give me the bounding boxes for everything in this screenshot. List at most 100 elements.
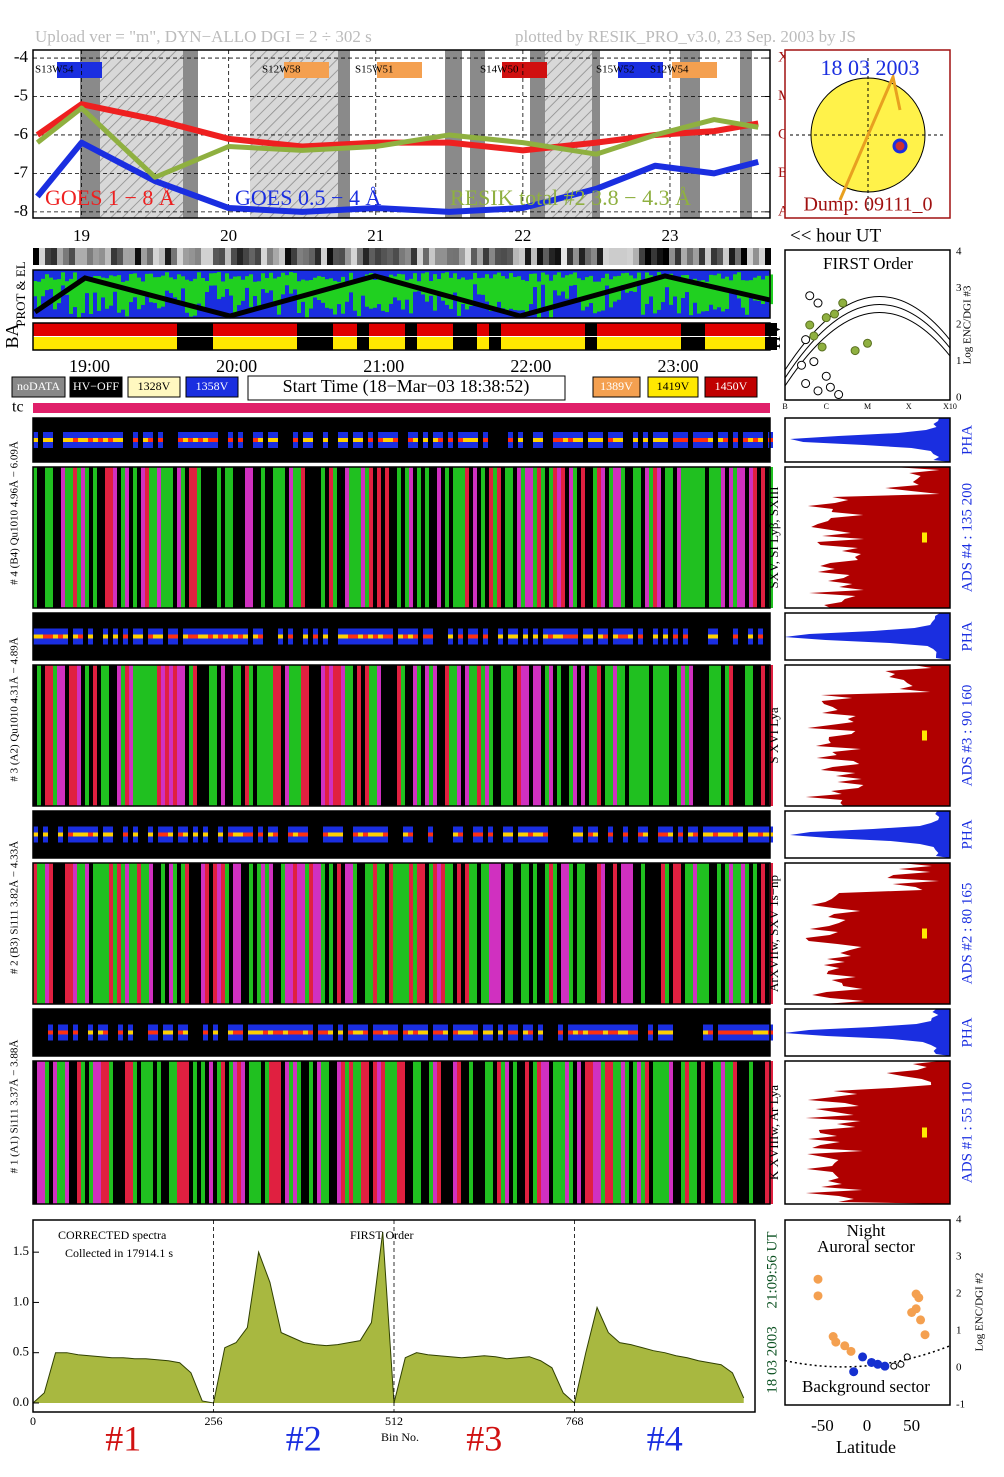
- prot-noise: [81, 281, 85, 313]
- spectrogram-column: [669, 467, 673, 608]
- spectrogram-column: [549, 863, 553, 1004]
- pha-band: [273, 438, 278, 442]
- spectrogram-column: [661, 665, 665, 806]
- spectrogram-column: [749, 863, 753, 1004]
- pha-band: [573, 832, 578, 837]
- spectrogram-column: [713, 1061, 717, 1204]
- ba-strip: [417, 323, 429, 336]
- spectrogram-column: [121, 665, 125, 806]
- spectrogram-column: [609, 1061, 613, 1204]
- spectrogram-column: [505, 1061, 509, 1204]
- ba-strip: [501, 323, 513, 336]
- ba-strip: [585, 337, 597, 350]
- spectrogram-column: [737, 863, 741, 1004]
- spectrogram-column: [41, 467, 45, 608]
- spectrogram-column: [321, 467, 325, 608]
- el-strip: [441, 248, 447, 265]
- spectrogram-column: [361, 863, 365, 1004]
- pha-band: [193, 634, 198, 639]
- spectrogram-column: [313, 467, 317, 608]
- spectrogram-column: [673, 863, 677, 1004]
- pha-band: [383, 832, 388, 837]
- spectrogram-column: [281, 1061, 285, 1204]
- spectrogram-column: [621, 665, 625, 806]
- spectrogram-column: [453, 1061, 457, 1204]
- y-tick-label: 0.5: [13, 1344, 29, 1359]
- el-strip: [393, 248, 399, 265]
- pha-band: [688, 832, 693, 837]
- ba-strip: [33, 337, 45, 350]
- spectrogram-column: [553, 1061, 557, 1204]
- spectrogram-column: [113, 467, 117, 608]
- pha-band: [373, 634, 378, 639]
- spectrogram-column: [417, 863, 421, 1004]
- region-box: [284, 62, 329, 78]
- pha-band: [338, 832, 343, 837]
- spectrogram-column: [369, 863, 373, 1004]
- pha-band: [228, 634, 233, 639]
- spectrogram-column: [397, 665, 401, 806]
- pha-band: [363, 1030, 368, 1035]
- spectrogram-column: [461, 1061, 465, 1204]
- spectrogram-column: [101, 665, 105, 806]
- region-label: S15W52: [596, 64, 635, 76]
- pha-band: [53, 634, 58, 639]
- prot-noise: [73, 272, 77, 308]
- el-strip: [447, 248, 453, 265]
- spectrogram-column: [613, 863, 617, 1004]
- el-strip: [57, 248, 63, 265]
- pha-band: [238, 1030, 243, 1035]
- pha-band: [613, 634, 618, 639]
- spectrogram-column: [357, 863, 361, 1004]
- spectrogram-column: [57, 863, 61, 1004]
- spectrogram-column: [669, 665, 673, 806]
- el-strip: [675, 248, 681, 265]
- frame: [32, 664, 771, 807]
- ba-strip: [729, 323, 741, 336]
- spectrogram-column: [501, 863, 505, 1004]
- spectrogram-column: [481, 863, 485, 1004]
- prot-noise: [421, 273, 425, 295]
- prot-noise: [305, 280, 309, 318]
- prot-noise: [509, 273, 513, 309]
- ba-strip: [57, 337, 69, 350]
- ba-strip: [657, 323, 669, 336]
- spectrogram-column: [485, 665, 489, 806]
- spectrogram-column: [449, 863, 453, 1004]
- spectrogram-column: [585, 467, 589, 608]
- pha-band: [68, 832, 73, 837]
- spectrogram-column: [733, 665, 737, 806]
- ba-strip: [741, 337, 753, 350]
- spectrogram-column: [725, 665, 729, 806]
- spectrogram-column: [233, 863, 237, 1004]
- prot-noise: [769, 274, 773, 305]
- pha-band: [358, 634, 363, 639]
- spectrogram-column: [433, 467, 437, 608]
- spectrogram-column: [125, 665, 129, 806]
- el-strip: [333, 248, 339, 265]
- spectrogram-column: [37, 1061, 41, 1204]
- spectrogram-column: [141, 665, 145, 806]
- spectrogram-column: [349, 863, 353, 1004]
- el-strip: [249, 248, 255, 265]
- spectrogram-column: [337, 863, 341, 1004]
- spectrogram-column: [589, 1061, 593, 1204]
- spectrogram-column: [309, 665, 313, 806]
- spectrogram-column: [397, 1061, 401, 1204]
- spectrogram-column: [313, 863, 317, 1004]
- spectrogram-column: [373, 863, 377, 1004]
- spectrogram-column: [237, 1061, 241, 1204]
- spectrogram-column: [697, 863, 701, 1004]
- pha-band: [123, 832, 128, 837]
- el-strip: [465, 248, 471, 265]
- spectrogram-column: [77, 1061, 81, 1204]
- pha-band: [208, 634, 213, 639]
- spectrogram-column: [353, 1061, 357, 1204]
- spectrogram-column: [529, 1061, 533, 1204]
- spectrogram-column: [361, 467, 365, 608]
- pha-band: [448, 438, 453, 442]
- spectrogram-column: [77, 863, 81, 1004]
- prot-noise: [145, 273, 149, 297]
- spectrogram-column: [69, 665, 73, 806]
- pha-band: [353, 1030, 358, 1035]
